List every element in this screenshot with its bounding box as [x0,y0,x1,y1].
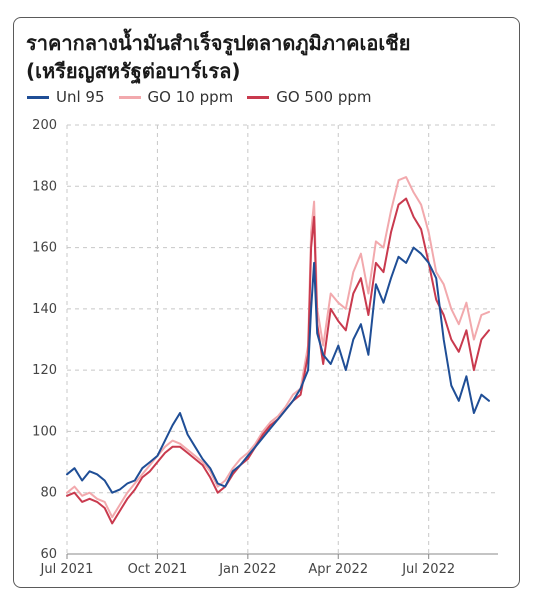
legend-swatch-go500ppm [247,95,270,99]
chart-title: ราคากลางน้ำมันสำเร็จรูปตลาดภูมิภาคเอเชีย [26,31,411,55]
legend-item-unl95[interactable]: Unl 95 [27,88,105,106]
legend-label-go10ppm: GO 10 ppm [147,88,234,106]
y-tick-label: 140 [32,302,57,317]
y-tick-label: 180 [32,179,57,194]
legend-item-go500ppm[interactable]: GO 500 ppm [247,88,372,106]
series-line-go-10-ppm [66,176,490,519]
y-tick-label: 200 [32,118,57,133]
series-line-unl-95 [66,246,490,494]
chart-subtitle: (เหรียญสหรัฐต่อบาร์เรล) [26,59,241,83]
legend-item-go10ppm[interactable]: GO 10 ppm [118,88,234,106]
y-tick-label: 100 [32,424,57,439]
x-tick-label: Jul 2022 [401,562,455,577]
y-tick-label: 120 [32,363,57,378]
x-tick-label: Jan 2022 [218,562,276,577]
legend-label-go500ppm: GO 500 ppm [276,88,372,106]
x-tick-label: Jul 2021 [40,562,94,577]
legend-swatch-go10ppm [118,95,141,99]
legend-label-unl95: Unl 95 [56,88,105,106]
legend-swatch-unl95 [27,95,49,99]
y-tick-label: 60 [40,547,57,562]
x-tick-label: Apr 2022 [308,562,368,577]
chart-legend: Unl 95 GO 10 ppm GO 500 ppm [27,88,386,106]
x-tick-label: Oct 2021 [128,562,188,577]
y-tick-label: 80 [40,486,57,501]
y-tick-label: 160 [32,241,57,256]
